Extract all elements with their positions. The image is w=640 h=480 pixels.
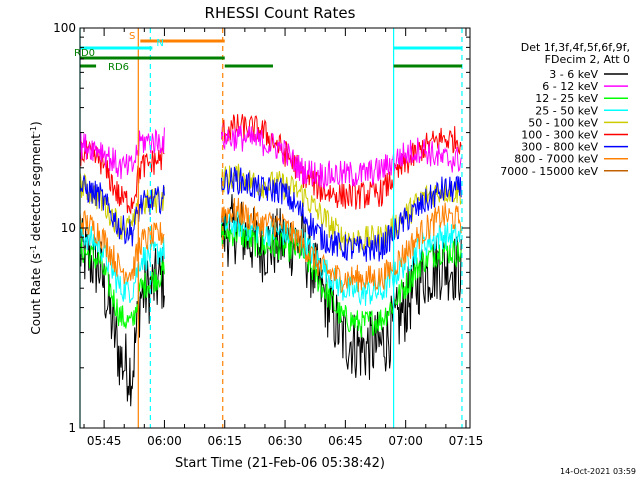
legend-label: 12 - 25 keV: [535, 92, 598, 105]
series-line: [79, 175, 165, 247]
y-axis-label: Count Rate (s-1 detector segment-1): [29, 121, 44, 334]
legend-header-line: FDecim 2, Att 0: [545, 53, 630, 66]
series-line: [221, 194, 462, 380]
legend-label: 6 - 12 keV: [542, 80, 598, 93]
plot-area: S N RD0 RD6: [74, 28, 463, 428]
y-label-part: -1: [29, 245, 38, 253]
legend-label: 25 - 50 keV: [535, 104, 598, 117]
chart-title: RHESSI Count Rates: [205, 4, 356, 22]
y-tick-label: 100: [53, 21, 76, 35]
legend-label: 3 - 6 keV: [549, 68, 598, 81]
y-label-part: -1: [29, 126, 38, 134]
series-line: [79, 220, 165, 304]
y-tick-label: 10: [61, 221, 76, 235]
series-line: [79, 172, 165, 240]
series-line: [221, 166, 462, 262]
series-line: [221, 221, 462, 338]
flag-label: RD6: [108, 62, 129, 73]
legend-label: 800 - 7000 keV: [514, 153, 598, 166]
legend-label: 7000 - 15000 keV: [500, 165, 598, 178]
x-tick-label: 07:00: [388, 434, 423, 448]
flag-label: N: [156, 38, 163, 49]
flag-label: RD0: [74, 48, 95, 59]
legend-label: 50 - 100 keV: [528, 116, 598, 129]
y-tick-label: 1: [68, 421, 76, 435]
x-tick-label: 05:45: [87, 434, 122, 448]
legend-header-line: Det 1f,3f,4f,5f,6f,9f,: [521, 41, 630, 54]
x-tick-label: 07:15: [449, 434, 484, 448]
x-axis: 05:45 06:00 06:15 06:30 06:45 07:00 07:15: [83, 28, 484, 448]
y-label-part: ): [29, 121, 43, 126]
y-axis: 1 10 100: [53, 21, 470, 435]
legend-label: 300 - 800 keV: [521, 141, 598, 154]
y-label-part: Count Rate (s: [29, 253, 43, 335]
x-tick-label: 06:30: [268, 434, 303, 448]
footer-timestamp: 14-Oct-2021 03:59: [560, 467, 636, 476]
y-label-part: detector segment: [29, 134, 43, 245]
series-line: [221, 125, 462, 190]
legend: Det 1f,3f,4f,5f,6f,9f,FDecim 2, Att 0 3 -…: [500, 41, 630, 178]
x-tick-label: 06:45: [328, 434, 363, 448]
series-line: [79, 209, 165, 285]
legend-label: 100 - 300 keV: [521, 129, 598, 142]
series-line: [221, 197, 462, 293]
x-tick-label: 06:15: [207, 434, 242, 448]
flag-label: S: [129, 31, 135, 42]
x-axis-label: Start Time (21-Feb-06 05:38:42): [175, 456, 385, 471]
x-tick-label: 06:00: [147, 434, 182, 448]
